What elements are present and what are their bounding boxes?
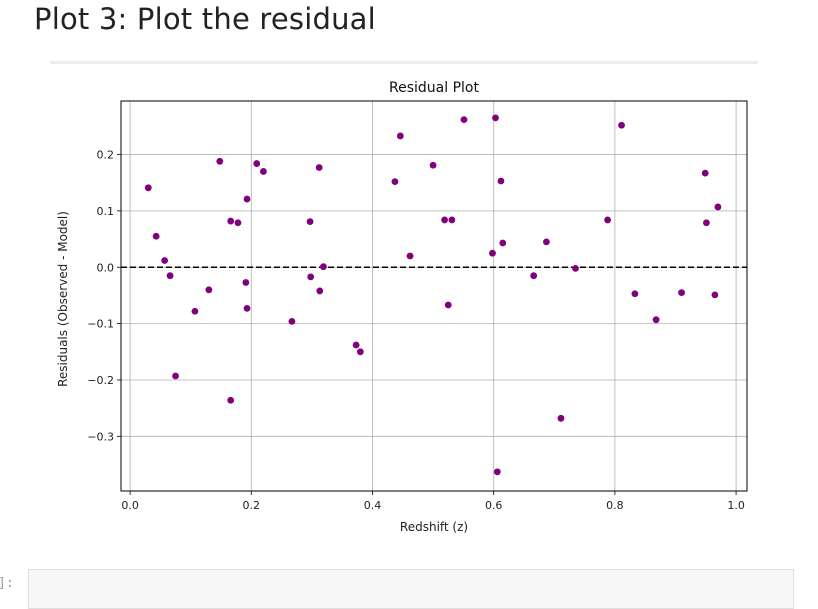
data-point [631, 290, 639, 298]
data-point [530, 272, 538, 280]
code-cell-input[interactable] [28, 569, 794, 609]
y-tick-label: 0.2 [97, 149, 115, 162]
data-point [166, 272, 174, 280]
y-tick-label: 0.0 [97, 261, 115, 274]
x-tick-label: 0.0 [121, 499, 139, 512]
data-point [701, 169, 709, 177]
data-point [191, 307, 199, 315]
x-tick-label: 0.6 [485, 499, 503, 512]
y-tick-label: 0.1 [97, 205, 115, 218]
cell-prompt: ]: [0, 576, 14, 591]
data-point [253, 160, 261, 167]
data-point [352, 341, 360, 349]
data-point [320, 263, 327, 271]
data-point [441, 216, 449, 224]
data-point [234, 219, 242, 227]
data-point [144, 184, 152, 192]
x-axis-label: Redshift (z) [400, 520, 468, 534]
data-point [227, 217, 235, 225]
x-tick-label: 0.2 [243, 499, 261, 512]
y-axis-label: Residuals (Observed - Model) [56, 211, 70, 387]
grid-lines [121, 101, 747, 491]
data-point [652, 316, 660, 324]
data-point [307, 273, 315, 281]
data-point [543, 238, 550, 246]
y-tick-label: −0.1 [87, 318, 114, 331]
data-point [711, 291, 719, 299]
data-point [396, 132, 404, 140]
data-point [391, 178, 399, 185]
data-point [356, 348, 364, 356]
data-point [243, 195, 251, 203]
data-point [604, 216, 612, 224]
data-point [678, 289, 685, 297]
x-tick-label: 0.4 [364, 499, 382, 512]
data-point [489, 249, 496, 257]
data-point [406, 252, 414, 260]
data-point [499, 239, 507, 247]
y-tick-label: −0.3 [87, 430, 114, 443]
data-point [572, 264, 579, 272]
output-divider [50, 61, 758, 64]
data-point [227, 396, 235, 404]
data-point [492, 114, 499, 122]
data-point [429, 161, 437, 169]
data-point [702, 219, 710, 227]
data-point [618, 121, 625, 129]
x-tick-label: 1.0 [727, 499, 745, 512]
data-point [448, 216, 456, 224]
data-point [460, 116, 468, 123]
data-point [152, 232, 160, 240]
x-tick-label: 0.8 [606, 499, 624, 512]
data-point [172, 372, 179, 380]
data-point [205, 286, 213, 294]
data-point [714, 203, 722, 211]
data-point [216, 157, 224, 165]
data-point [316, 287, 324, 295]
data-point [315, 164, 323, 171]
axis-ticks: 0.0 0.2 0.4 0.6 0.8 1.0 −0.3 −0.2 −0.1 0.0 0.1 0.2 [87, 149, 745, 512]
residual-scatter-chart: 0.0 0.2 0.4 0.6 0.8 1.0−0.3−0.2−0.10.00.10.2 … [56, 80, 748, 534]
data-point [444, 301, 452, 309]
data-point [288, 317, 296, 325]
data-point [260, 168, 267, 175]
data-points [144, 114, 722, 476]
chart-title: Residual Plot [389, 80, 479, 96]
notebook-heading: Plot 3: Plot the residual [34, 2, 376, 36]
data-point [161, 257, 169, 264]
plot-frame [120, 100, 748, 492]
data-point [557, 414, 565, 422]
data-point [497, 177, 505, 185]
data-point [493, 468, 501, 476]
y-tick-label: −0.2 [87, 374, 114, 387]
cell-output-area [50, 61, 768, 546]
data-point [243, 304, 251, 312]
data-point [242, 279, 250, 286]
data-point [306, 218, 314, 226]
